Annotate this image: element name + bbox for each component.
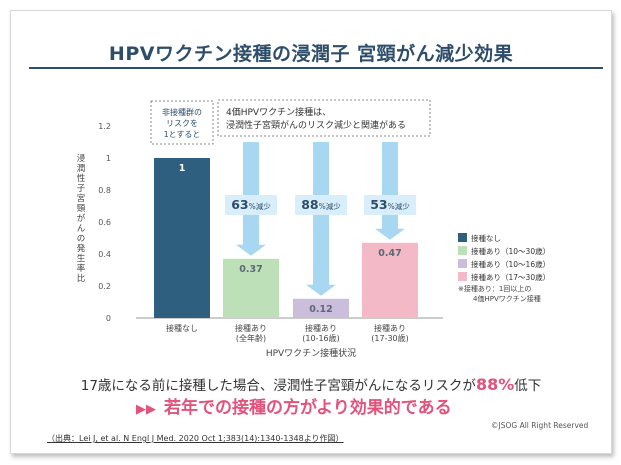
reduction-unit: %減少 xyxy=(319,201,342,211)
y-tick-label: 0.8 xyxy=(98,186,111,195)
summary-prefix: 17歳になる前に接種した場合、浸潤性子宮頸がんになるリスクが xyxy=(80,378,476,394)
y-axis-label-char: 性 xyxy=(77,173,86,184)
bar-1 xyxy=(223,258,279,318)
reduction-badge xyxy=(295,195,347,215)
y-axis-label-char: 生 xyxy=(77,253,86,264)
title-divider xyxy=(29,67,603,69)
bar-value-label: 0.47 xyxy=(378,248,401,259)
legend-label: 接種なし xyxy=(471,233,501,243)
legend-note: 4価HPVワクチン接種 xyxy=(473,294,541,303)
reduction-label: 63%減少 xyxy=(231,197,271,212)
reduction-unit: %減少 xyxy=(388,201,411,211)
bar-value-label: 0.12 xyxy=(309,304,332,315)
finding-callout-text: 浸潤性子宮頸がんのリスク減少と関連がある xyxy=(226,119,406,131)
y-axis-label-char: 発 xyxy=(77,244,86,254)
summary-highlight: 88% xyxy=(475,375,515,394)
reduction-arrow-head xyxy=(236,244,266,256)
legend-swatch xyxy=(458,272,467,281)
x-tick-label: 接種あり xyxy=(235,323,267,333)
legend-swatch xyxy=(458,259,467,268)
x-tick-label: (10-16歳) xyxy=(302,333,340,343)
legend-note: ※接種あり：1回以上の xyxy=(458,284,531,293)
y-axis-label-char: 宮 xyxy=(77,193,86,204)
x-axis-label: HPVワクチン接種状況 xyxy=(266,347,356,359)
reference-callout-text: リスクを xyxy=(166,119,198,128)
reduction-arrow-shaft xyxy=(243,142,259,246)
emphasis-label: 若年での接種の方がより効果的である xyxy=(164,398,452,418)
y-tick-label: 0.2 xyxy=(98,282,111,291)
summary-suffix: 低下 xyxy=(514,378,542,394)
reduction-label: 88%減少 xyxy=(301,197,341,212)
y-axis-label-char: 率 xyxy=(77,263,86,274)
finding-callout-text: 4価HPVワクチン接種は、 xyxy=(226,106,331,118)
legend-label: 接種あり（17〜30歳） xyxy=(471,272,550,282)
y-axis-label-char: 比 xyxy=(77,273,86,284)
bar-3 xyxy=(362,242,418,318)
y-axis-label-char: 潤 xyxy=(77,163,86,174)
legend-label: 接種あり（10〜30歳） xyxy=(471,246,550,256)
x-tick-label: 接種なし xyxy=(166,323,198,333)
y-tick-label: 0.6 xyxy=(98,218,111,227)
reduction-unit: %減少 xyxy=(249,201,272,211)
slide: HPVワクチン接種の浸潤子 宮頸がん減少効果 0 0.2 0.4 0.6 0.8 1 1.2… xyxy=(10,10,612,454)
reduction-badge xyxy=(225,195,277,215)
copyright: ©JSOG All Right Reserved xyxy=(491,421,589,430)
y-axis-label-char: 頸 xyxy=(77,204,86,214)
y-axis-label-char: 子 xyxy=(77,184,86,194)
reduction-badge xyxy=(364,195,416,215)
reduction-label: 53%減少 xyxy=(370,197,410,212)
finding-callout-box xyxy=(217,99,431,137)
reduction-arrow-head xyxy=(306,284,336,296)
reduction-percent: 88 xyxy=(301,197,318,212)
reference-callout-text: 非接種群の xyxy=(162,107,202,117)
bar-value-label: 1 xyxy=(179,163,186,174)
x-tick-label: 接種あり xyxy=(374,323,406,333)
bar-2 xyxy=(293,298,349,318)
y-tick-label: 1 xyxy=(106,154,111,163)
y-tick-label: 1.2 xyxy=(98,122,111,131)
reference-callout-box xyxy=(150,100,214,145)
y-axis-label-char: 浸 xyxy=(77,154,86,164)
y-axis-label-char: が xyxy=(77,213,86,224)
reduction-percent: 53 xyxy=(370,197,387,212)
legend-label: 接種あり（10〜16歳） xyxy=(471,259,550,269)
reduction-arrow-head xyxy=(375,228,405,240)
legend-swatch xyxy=(458,246,467,255)
y-tick-label: 0 xyxy=(106,314,111,323)
x-tick-label: 接種あり xyxy=(305,323,337,333)
legend-swatch xyxy=(458,233,467,242)
y-tick-label: 0.4 xyxy=(98,250,111,259)
x-tick-label: (17-30歳) xyxy=(371,333,409,343)
reduction-percent: 63 xyxy=(231,197,248,212)
double-arrow-icon: ▶▶ xyxy=(136,402,156,417)
emphasis-text: ▶▶ 若年での接種の方がより効果的である xyxy=(136,393,452,418)
slide-title: HPVワクチン接種の浸潤子 宮頸がん減少効果 xyxy=(108,43,514,65)
reduction-arrow-shaft xyxy=(382,142,398,230)
bar-value-label: 0.37 xyxy=(239,264,262,275)
x-tick-label: (全年齢) xyxy=(236,333,266,343)
source-citation: （出典：Lei J, et al. N Engl J Med. 2020 Oct… xyxy=(47,434,344,443)
y-axis-label-char: の xyxy=(77,234,86,244)
reference-callout-text: 1とすると xyxy=(164,130,201,139)
y-axis-label-char: ん xyxy=(77,224,86,234)
summary-text: 17歳になる前に接種した場合、浸潤性子宮頸がんになるリスクが88%低下 xyxy=(11,374,611,394)
bar-0 xyxy=(154,158,210,318)
